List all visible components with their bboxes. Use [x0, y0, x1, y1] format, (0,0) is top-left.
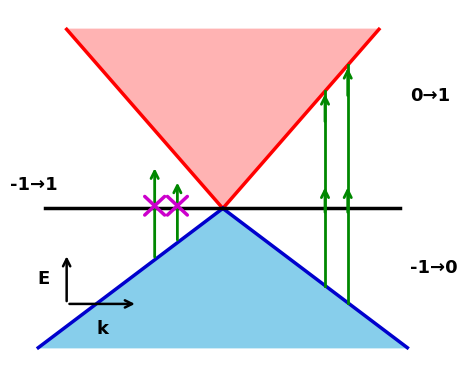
Text: -1→1: -1→1: [10, 176, 57, 193]
Text: k: k: [96, 320, 108, 338]
Text: E: E: [37, 270, 50, 288]
Text: 0→1: 0→1: [410, 87, 450, 105]
Polygon shape: [38, 208, 407, 348]
Polygon shape: [67, 29, 379, 208]
Text: -1→0: -1→0: [410, 259, 458, 277]
